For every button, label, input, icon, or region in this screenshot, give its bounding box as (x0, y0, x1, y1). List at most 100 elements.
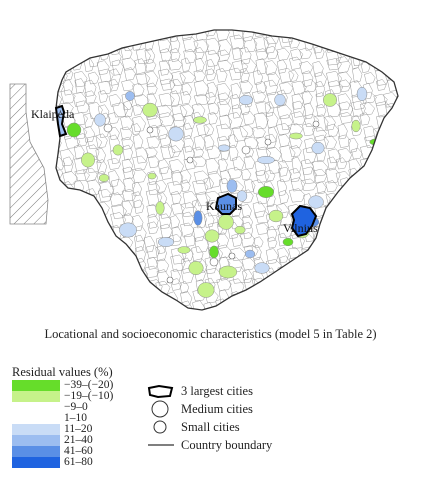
municipality-cell (194, 311, 206, 327)
municipality-cell (122, 144, 133, 161)
municipality-cell (146, 244, 161, 259)
municipality-cell (388, 314, 402, 325)
municipality-cell (108, 126, 120, 141)
residual-patch (125, 91, 135, 101)
municipality-cell (227, 134, 239, 149)
municipality-cell (160, 48, 172, 62)
municipality-cell (265, 248, 279, 265)
municipality-cell (289, 266, 304, 283)
municipality-cell (290, 177, 306, 192)
municipality-cell (323, 115, 336, 131)
municipality-cell (207, 81, 218, 98)
municipality-cell (335, 300, 346, 310)
municipality-cell (291, 111, 307, 126)
municipality-cell (62, 171, 78, 186)
municipality-cell (61, 30, 72, 43)
municipality-cell (192, 300, 206, 310)
municipality-cell (315, 103, 327, 118)
municipality-cell (167, 145, 181, 158)
municipality-cell (108, 78, 120, 92)
municipality-cell (131, 167, 147, 184)
municipality-cell (289, 309, 304, 310)
residual-patch (112, 144, 124, 156)
municipality-cell (86, 135, 103, 150)
municipality-cell (56, 30, 61, 40)
municipality-cell (385, 159, 397, 177)
municipality-cell (239, 124, 255, 138)
municipality-cell (251, 244, 262, 261)
municipality-cell (97, 80, 113, 95)
municipality-cell (207, 102, 220, 115)
municipality-cell (73, 225, 87, 238)
municipality-cell (86, 312, 98, 325)
residual-patch (332, 209, 344, 219)
municipality-cell (83, 268, 95, 284)
municipality-cell (239, 79, 253, 94)
municipality-cell (135, 48, 151, 65)
municipality-cell (203, 30, 217, 37)
municipality-cell (230, 82, 242, 99)
municipality-cell (327, 222, 342, 238)
municipality-cell (132, 155, 148, 171)
medium-city-circle-icon (151, 400, 169, 418)
municipality-cell (371, 166, 385, 181)
residual-legend-title: Residual values (%) (12, 365, 113, 379)
municipality-cell (95, 133, 108, 149)
municipality-cell (267, 236, 278, 249)
municipality-cell (158, 213, 172, 230)
municipality-cell (56, 57, 61, 73)
municipality-cell (196, 123, 210, 136)
municipality-cell (87, 258, 103, 273)
residual-patch (239, 94, 253, 106)
municipality-cell (85, 224, 96, 238)
municipality-cell (63, 156, 74, 173)
municipality-cell (288, 188, 306, 203)
municipality-cell (182, 190, 198, 209)
municipality-cell (168, 313, 180, 324)
municipality-cell (376, 79, 387, 91)
municipality-cell (147, 213, 159, 229)
municipality-cell (59, 35, 71, 50)
municipality-cell (83, 79, 97, 97)
municipality-cell (107, 243, 123, 257)
municipality-cell (156, 104, 172, 118)
municipality-cell (169, 90, 181, 108)
municipality-cell (171, 226, 183, 243)
municipality-cell (95, 276, 111, 290)
municipality-cell (72, 91, 87, 107)
municipality-cell (288, 246, 301, 259)
municipality-cell (336, 258, 351, 272)
municipality-cell (350, 100, 366, 117)
municipality-cell (399, 303, 411, 319)
municipality-cell (205, 91, 217, 105)
municipality-cell (86, 30, 100, 37)
municipality-cell (239, 291, 255, 304)
residual-patch (119, 222, 137, 238)
municipality-cell (72, 276, 83, 292)
medium-city-marker (209, 257, 219, 267)
residual-patch (226, 179, 238, 193)
municipality-cell (216, 232, 229, 249)
boundary-line-icon (148, 444, 174, 446)
municipality-cell (158, 309, 175, 310)
municipality-cell (265, 133, 277, 149)
municipality-cell (144, 290, 161, 308)
municipality-cell (132, 103, 143, 116)
municipality-cell (325, 210, 343, 224)
municipality-cell (98, 68, 114, 83)
municipality-cell (337, 224, 352, 242)
municipality-cell (255, 48, 269, 61)
municipality-cell (216, 277, 232, 291)
municipality-cell (373, 269, 386, 287)
municipality-cell (312, 276, 323, 293)
municipality-cell (266, 314, 278, 326)
municipality-cell (372, 188, 388, 206)
municipality-cell (61, 46, 74, 60)
municipality-cell (120, 266, 135, 278)
municipality-cell (347, 288, 361, 302)
municipality-cell (122, 166, 136, 180)
municipality-cell (158, 202, 173, 219)
municipality-cell (63, 200, 77, 214)
municipality-cell (112, 102, 129, 118)
municipality-cell (170, 169, 184, 186)
